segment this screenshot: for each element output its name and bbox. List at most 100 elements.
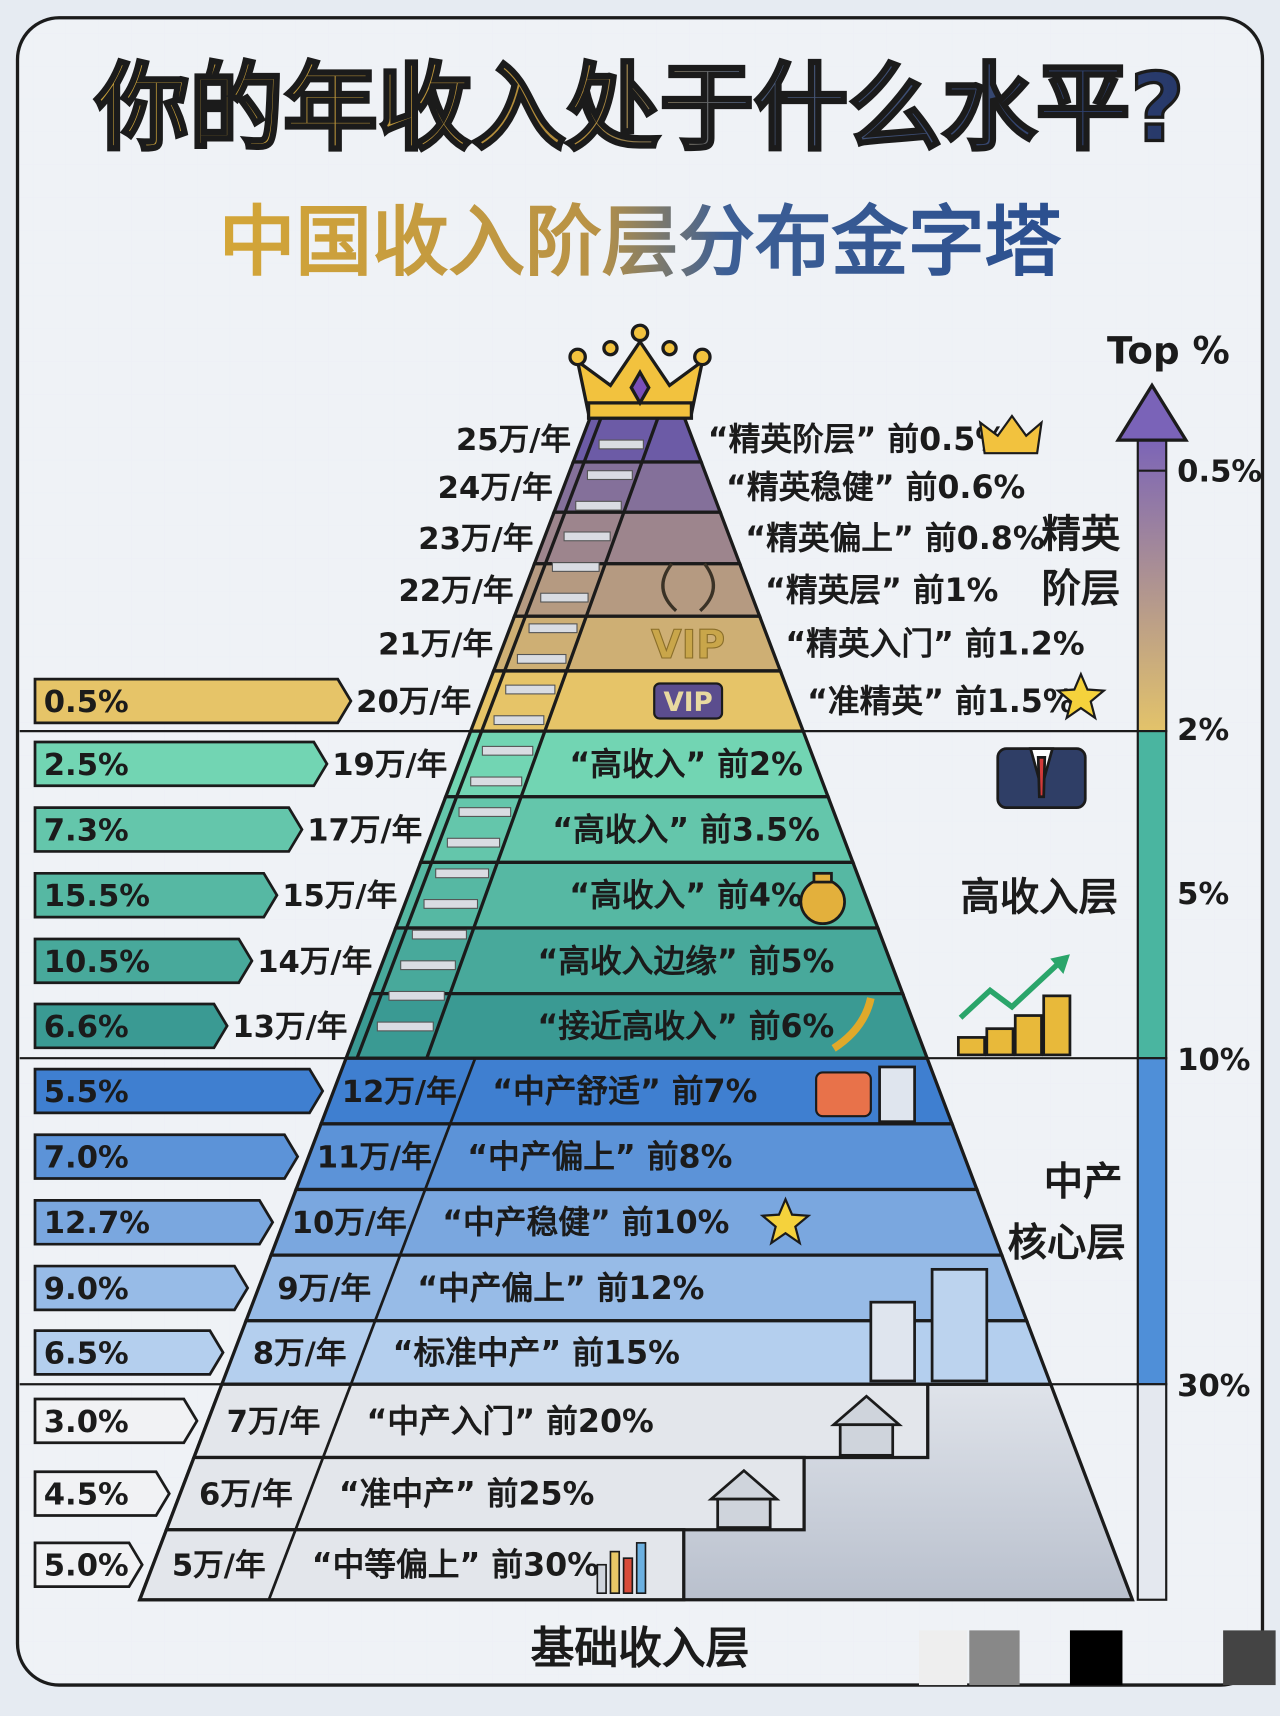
tier-name-elite: 精英 xyxy=(1042,511,1121,557)
share-bar-shape xyxy=(33,1329,225,1376)
income-label: 10万/年 xyxy=(292,1206,407,1241)
tier-name-base: 基础收入层 xyxy=(531,1623,750,1674)
share-value: 4.5% xyxy=(44,1478,129,1513)
rank-label: “中产舒适” 前7% xyxy=(492,1073,757,1110)
income-label: 11万/年 xyxy=(317,1141,432,1176)
tier-name-middle: 核心层 xyxy=(1008,1220,1126,1266)
ladder-rung xyxy=(376,1021,434,1032)
share-value: 9.0% xyxy=(44,1272,129,1307)
rank-label: “准中产” 前25% xyxy=(339,1477,595,1513)
rank-label: “精英入门” 前1.2% xyxy=(785,627,1084,663)
ladder-rung xyxy=(598,439,644,450)
share-bar: 5.0% xyxy=(33,1541,144,1588)
share-bar-shape xyxy=(33,677,353,725)
ladder-rung xyxy=(481,745,534,756)
ladder-rung xyxy=(586,470,633,481)
share-bar: 7.3% xyxy=(33,806,304,853)
share-bar: 15.5% xyxy=(33,871,279,919)
page-title: 你的年收入处于什么水平? xyxy=(94,54,1184,163)
pyramid-row xyxy=(137,1528,686,1602)
cell-divider xyxy=(321,1383,353,1459)
share-bar: 12.7% xyxy=(33,1199,275,1246)
ladder-rung xyxy=(575,500,622,511)
pyramid-row xyxy=(512,562,763,618)
pyramid-row-band xyxy=(191,1382,930,1460)
star-icon xyxy=(759,1196,812,1246)
building-icon xyxy=(869,1065,989,1383)
income-label: 25万/年 xyxy=(456,423,571,458)
cell-divider xyxy=(349,1320,377,1385)
income-label: 21万/年 xyxy=(378,628,493,663)
income-label: 17万/年 xyxy=(307,813,422,848)
share-value: 2.5% xyxy=(44,748,129,783)
sofa-icon xyxy=(815,1071,872,1118)
cell-divider xyxy=(448,1057,477,1125)
rank-label: “精英稳健” 前0.6% xyxy=(726,470,1025,506)
pyramid-row xyxy=(219,1319,1054,1386)
crown-icon xyxy=(568,323,712,420)
income-label: 20万/年 xyxy=(356,685,471,720)
share-bar-shape xyxy=(33,937,254,985)
ladder-rung xyxy=(551,562,600,572)
share-bar-shape xyxy=(33,806,304,853)
share-bar-shape xyxy=(33,1541,144,1588)
share-bar: 10.5% xyxy=(33,937,254,985)
cell-divider xyxy=(423,1123,452,1190)
pyramid-row-band xyxy=(219,1319,1054,1386)
page-subtitle: 中国收入阶层分布金字塔 xyxy=(219,198,1062,287)
star-icon xyxy=(1055,671,1107,721)
ladder-rung xyxy=(470,776,523,787)
axis-tick: 0.5% xyxy=(1177,455,1262,490)
pyramid-row xyxy=(164,1455,806,1532)
share-bar: 6.6% xyxy=(33,1002,229,1050)
income-label: 13万/年 xyxy=(232,1010,347,1045)
rank-label: “中产偏上” 前8% xyxy=(467,1140,732,1176)
cell-divider xyxy=(398,1189,427,1256)
ladder-rung xyxy=(458,807,512,817)
rank-label: “精英层” 前1% xyxy=(765,573,998,609)
laurel-wreath-icon xyxy=(661,562,715,612)
ladder-rail xyxy=(425,417,660,1059)
income-label: 15万/年 xyxy=(282,879,397,914)
share-bar: 2.5% xyxy=(33,740,329,788)
money-bag-icon xyxy=(799,871,846,926)
top-percent-axis: Top % 0.5% 2% 5% 10% 30% xyxy=(1107,329,1262,1601)
share-bar-shape xyxy=(33,740,329,788)
vip-badge: VIP xyxy=(663,688,712,718)
arrow-up-icon xyxy=(1115,382,1189,442)
rank-label: “接近高收入” 前6% xyxy=(537,1009,834,1045)
ladder-rung xyxy=(505,684,556,695)
watermark-blocks xyxy=(918,1630,1276,1686)
rank-label: “中等偏上” 前30% xyxy=(312,1548,599,1584)
income-label: 5万/年 xyxy=(172,1549,266,1584)
small-crown-icon xyxy=(978,414,1043,455)
rank-label: “标准中产” 前15% xyxy=(393,1335,680,1371)
axis-label: Top % xyxy=(1107,329,1230,373)
axis-tick: 10% xyxy=(1177,1043,1250,1078)
income-label: 9万/年 xyxy=(277,1272,371,1307)
vip-badge: VIP xyxy=(651,622,725,668)
share-value: 10.5% xyxy=(44,945,150,980)
cell-divider xyxy=(294,1457,325,1531)
share-value: 15.5% xyxy=(44,879,150,914)
income-label: 6万/年 xyxy=(199,1478,293,1513)
share-value: 7.3% xyxy=(44,813,129,848)
share-bar: 5.5% xyxy=(33,1067,325,1115)
pyramid-row-band xyxy=(164,1455,806,1532)
ladder-rung xyxy=(563,531,611,542)
ladder-rung xyxy=(516,653,567,664)
rank-label: “高收入边缘” 前5% xyxy=(537,944,834,980)
rank-label: “高收入” 前4% xyxy=(569,878,802,914)
share-value: 12.7% xyxy=(44,1206,150,1241)
tier-name-high: 高收入层 xyxy=(961,875,1119,921)
share-value: 7.0% xyxy=(44,1141,129,1176)
share-bar-shape xyxy=(33,1470,171,1517)
house-icon xyxy=(707,1394,903,1529)
share-bar: 0.5% xyxy=(33,677,353,725)
rank-label: “准精英” 前1.5% xyxy=(807,684,1075,720)
ladder-rung xyxy=(411,929,467,940)
share-bar: 7.0% xyxy=(33,1133,300,1180)
pyramid-row xyxy=(191,1382,930,1460)
income-label: 7万/年 xyxy=(227,1405,321,1440)
